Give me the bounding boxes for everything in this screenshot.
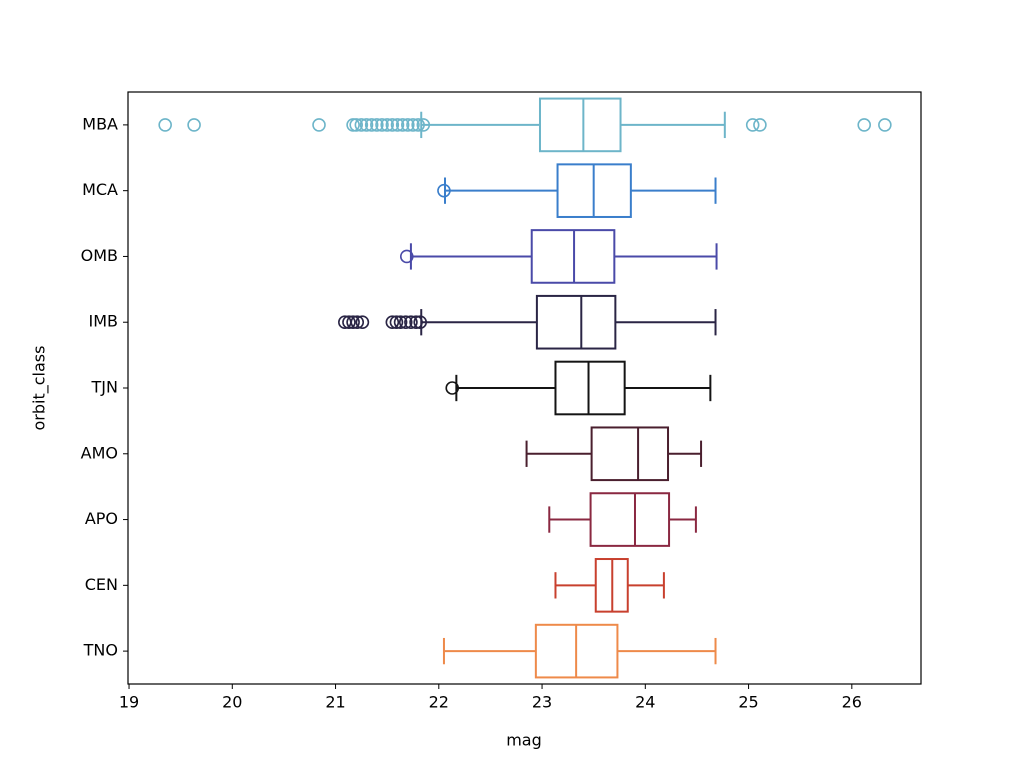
y-tick-label: CEN (85, 575, 118, 594)
flier (416, 118, 431, 132)
flier (390, 118, 405, 132)
y-tick-label: MBA (82, 114, 118, 133)
box (538, 97, 622, 153)
x-tick-label: 21 (325, 693, 345, 712)
flier (385, 315, 400, 330)
flier (398, 315, 413, 330)
flier (359, 118, 374, 132)
flier (350, 315, 365, 330)
box (589, 492, 671, 547)
x-tick-label: 19 (119, 693, 139, 712)
x-tick-label: 24 (635, 693, 655, 712)
flier (437, 183, 451, 198)
flier (753, 118, 767, 132)
y-tick-label: IMB (89, 312, 119, 331)
flier (375, 118, 389, 132)
box (535, 294, 617, 350)
x-tick-label: 22 (429, 693, 449, 712)
flier (399, 249, 414, 264)
flier (364, 118, 379, 132)
flier (312, 118, 326, 132)
y-tick-label: MCA (82, 180, 118, 199)
box (530, 229, 616, 284)
x-tick-label: 20 (222, 693, 242, 712)
x-tick-label: 26 (842, 693, 862, 712)
y-tick-label: TNO (83, 641, 118, 660)
flier (401, 118, 415, 132)
flier (411, 118, 425, 132)
y-tick-label: OMB (81, 246, 118, 265)
x-tick-label: 25 (738, 693, 758, 712)
x-tick-label: 23 (532, 693, 552, 712)
y-tick-label: AMO (81, 443, 118, 462)
flier (354, 118, 369, 132)
y-tick-label: TJN (91, 378, 118, 397)
flier (395, 118, 410, 132)
flier (342, 315, 356, 330)
flier (370, 118, 384, 132)
flier (346, 315, 360, 330)
flier (404, 315, 418, 330)
box (590, 426, 670, 482)
flier (409, 315, 423, 330)
flier (187, 118, 201, 132)
flier (355, 315, 370, 330)
flier (413, 315, 428, 330)
flier (158, 118, 172, 132)
flier (349, 118, 363, 132)
x-axis-label: mag (506, 731, 542, 750)
y-tick-label: APO (85, 509, 118, 528)
flier (406, 118, 420, 132)
flier (878, 118, 892, 132)
y-axis-label: orbit_class (30, 346, 50, 431)
flier (385, 118, 400, 132)
flier (380, 118, 394, 132)
flier (857, 118, 872, 132)
flier (745, 118, 760, 132)
box (554, 360, 626, 416)
flier (445, 381, 460, 395)
flier (393, 315, 408, 330)
flier (389, 315, 404, 330)
